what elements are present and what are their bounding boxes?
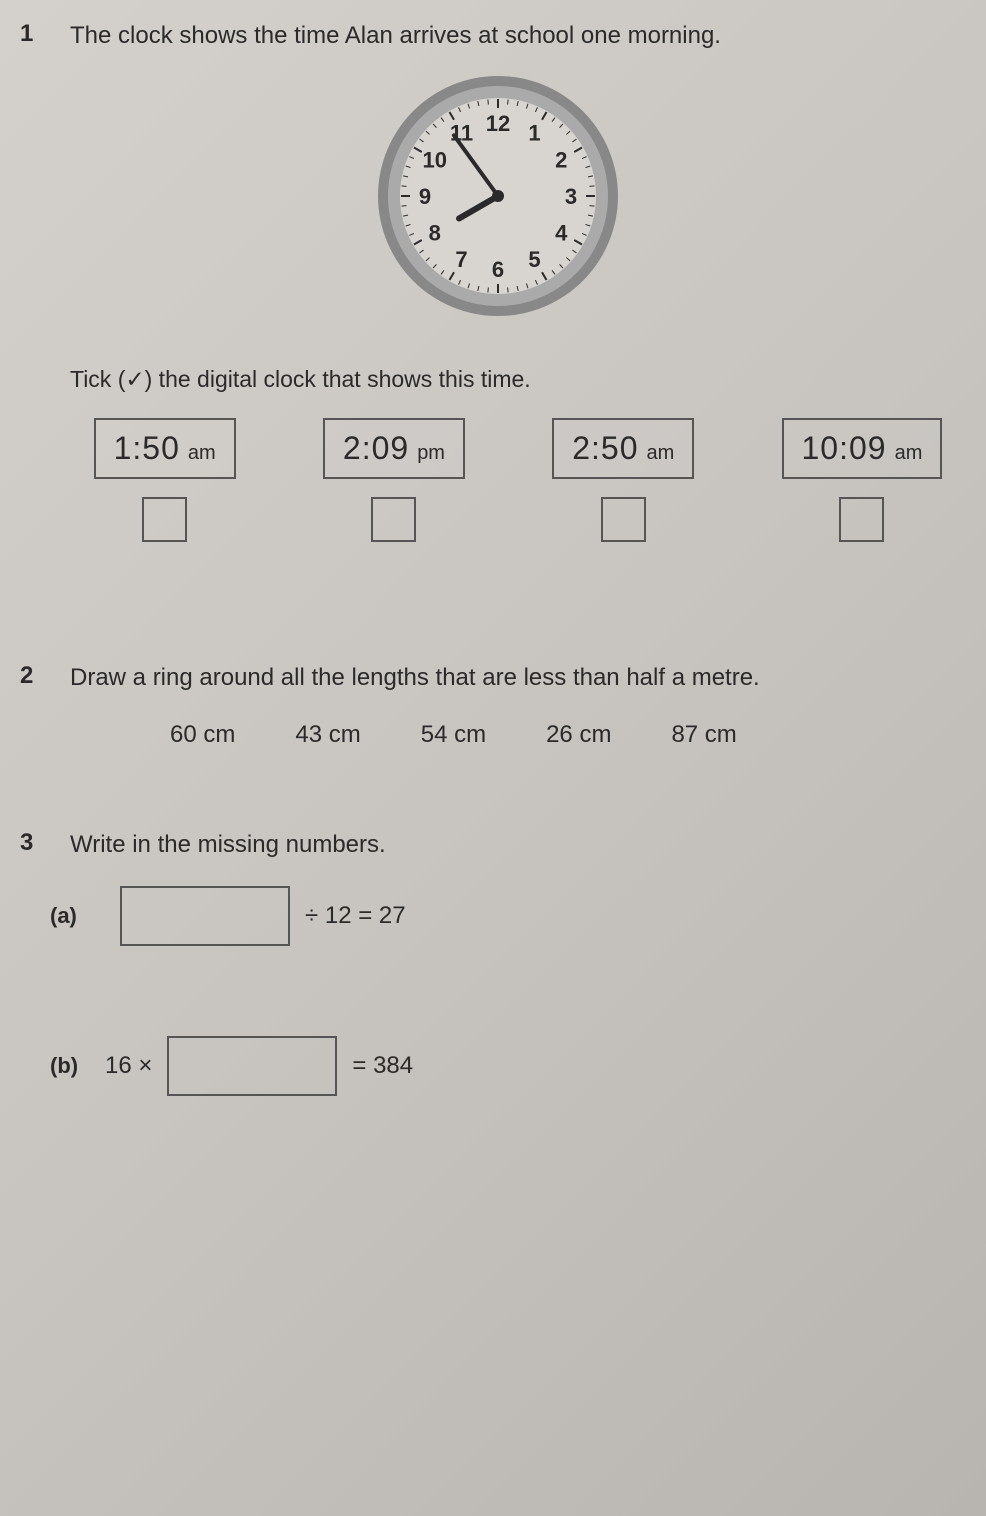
q3-text: Write in the missing numbers.	[70, 829, 386, 860]
clock-number: 11	[450, 121, 473, 146]
length-value[interactable]: 26 cm	[546, 721, 611, 749]
digital-ampm: am	[188, 442, 216, 465]
clock-container: 12 12 3 45678 9 1011	[20, 66, 976, 326]
q1-option: 1:50 am	[94, 418, 236, 542]
clock-number: 6	[492, 257, 504, 282]
digital-ampm: pm	[417, 442, 445, 465]
tick-checkbox[interactable]	[839, 497, 884, 542]
clock-number: 3	[565, 184, 577, 209]
question-2-header: 2 Draw a ring around all the lengths tha…	[20, 662, 976, 693]
length-value[interactable]: 43 cm	[295, 721, 360, 749]
q1-option: 2:09 pm	[323, 418, 465, 542]
q3b-suffix: = 384	[352, 1052, 413, 1080]
clock-number: 9	[419, 184, 431, 209]
q3b-answer-box[interactable]	[167, 1036, 337, 1096]
clock-number: 12	[486, 111, 510, 136]
clock-number: 5	[528, 247, 540, 272]
question-2: 2 Draw a ring around all the lengths tha…	[20, 662, 976, 749]
digital-clock-box: 1:50 am	[94, 418, 236, 479]
digital-ampm: am	[895, 442, 923, 465]
q2-text: Draw a ring around all the lengths that …	[70, 662, 760, 693]
q1-options-row: 1:50 am 2:09 pm 2:50 am 10:09 am	[60, 418, 976, 542]
digital-clock-box: 2:50 am	[552, 418, 694, 479]
question-1-header: 1 The clock shows the time Alan arrives …	[20, 20, 976, 51]
q3-part-b: (b) 16 × = 384	[50, 1036, 976, 1096]
question-1: 1 The clock shows the time Alan arrives …	[20, 20, 976, 542]
q1-instruction: Tick (✓) the digital clock that shows th…	[70, 366, 976, 393]
q3a-suffix: ÷ 12 = 27	[305, 902, 406, 930]
tick-checkbox[interactable]	[601, 497, 646, 542]
clock-number: 10	[423, 148, 447, 173]
length-value[interactable]: 54 cm	[421, 721, 486, 749]
q1-text: The clock shows the time Alan arrives at…	[70, 20, 721, 51]
tick-checkbox[interactable]	[142, 497, 187, 542]
digital-time: 1:50	[114, 430, 180, 467]
q3a-answer-box[interactable]	[120, 886, 290, 946]
clock-number: 7	[455, 247, 467, 272]
question-3-header: 3 Write in the missing numbers.	[20, 829, 976, 860]
length-value[interactable]: 60 cm	[170, 721, 235, 749]
clock-center-pin	[492, 190, 504, 202]
q3b-letter: (b)	[50, 1053, 90, 1079]
q3b-prefix: 16 ×	[105, 1052, 152, 1080]
clock-number: 2	[555, 148, 567, 173]
digital-ampm: am	[646, 442, 674, 465]
digital-clock-box: 10:09 am	[782, 418, 943, 479]
q1-option: 10:09 am	[782, 418, 943, 542]
clock-number: 1	[528, 121, 540, 146]
digital-clock-box: 2:09 pm	[323, 418, 465, 479]
digital-time: 10:09	[802, 430, 887, 467]
q2-lengths-row: 60 cm 43 cm 54 cm 26 cm 87 cm	[170, 721, 976, 749]
q3-part-a: (a) ÷ 12 = 27	[50, 886, 976, 946]
q1-option: 2:50 am	[552, 418, 694, 542]
clock-number: 8	[429, 221, 441, 246]
question-3: 3 Write in the missing numbers. (a) ÷ 12…	[20, 829, 976, 1095]
digital-time: 2:50	[572, 430, 638, 467]
analog-clock: 12 12 3 45678 9 1011	[368, 66, 628, 326]
q3-number: 3	[20, 829, 50, 857]
q1-number: 1	[20, 20, 50, 48]
length-value[interactable]: 87 cm	[671, 721, 736, 749]
tick-checkbox[interactable]	[371, 497, 416, 542]
digital-time: 2:09	[343, 430, 409, 467]
q3a-letter: (a)	[50, 903, 90, 929]
clock-number: 4	[555, 221, 568, 246]
q2-number: 2	[20, 662, 50, 690]
